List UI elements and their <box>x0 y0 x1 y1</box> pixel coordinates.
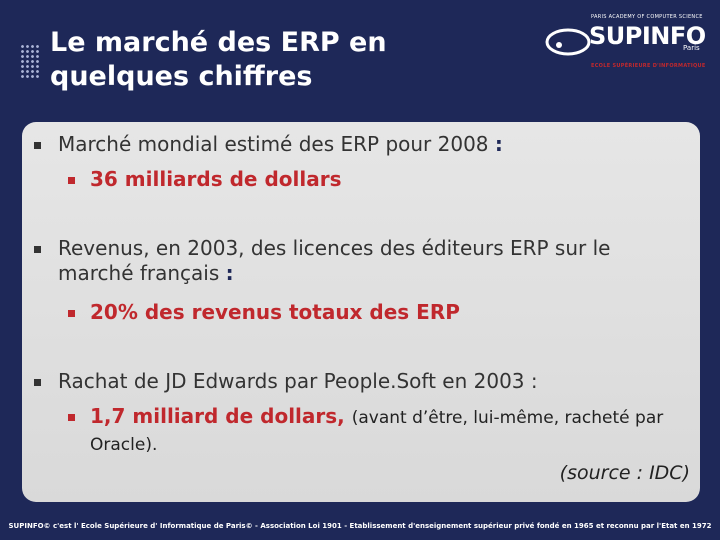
decoration-dots <box>20 44 40 80</box>
sub-bullet-marker <box>68 177 75 184</box>
logo-swoosh <box>545 28 591 56</box>
sub-bullet-text: 36 milliards de dollars <box>90 167 342 191</box>
content-panel <box>22 122 700 502</box>
source: (source : IDC) <box>559 462 690 484</box>
slide-title: Le marché des ERP en quelques chiffres <box>50 27 387 92</box>
sub-bullet-note: (avant d’être, lui-même, racheté par Ora… <box>90 408 664 455</box>
bullet-text: Revenus, en 2003, des licences des édite… <box>58 236 611 285</box>
bullet: Marché mondial estimé des ERP pour 2008 … <box>34 132 698 157</box>
bullet: Revenus, en 2003, des licences des édite… <box>34 236 678 286</box>
sub-bullet-text: 20% des revenus totaux des ERP <box>90 300 460 324</box>
bullet-colon: : <box>225 261 234 285</box>
bullet-marker <box>34 379 41 386</box>
bullet: Rachat de JD Edwards par People.Soft en … <box>34 369 698 394</box>
bullet-text: Rachat de JD Edwards par People.Soft en … <box>58 369 538 393</box>
bullet-text: Marché mondial estimé des ERP pour 2008 <box>58 132 489 156</box>
sub-bullet: 1,7 milliard de dollars, (avant d’être, … <box>68 404 690 458</box>
logo-subtitle: ECOLE SUPÉRIEURE D'INFORMATIQUE <box>591 63 706 69</box>
logo-name: SUPINFO <box>589 22 706 50</box>
sub-bullet-marker <box>68 414 75 421</box>
footer: SUPINFO© c'est l' Ecole Supérieure d' In… <box>8 522 712 530</box>
sub-bullet: 36 milliards de dollars <box>68 167 342 192</box>
sub-bullet-marker <box>68 310 75 317</box>
logo: PARIS ACADEMY OF COMPUTER SCIENCE SUPINF… <box>545 14 706 69</box>
logo-city: Paris <box>683 44 700 52</box>
bullet-marker <box>34 246 41 253</box>
bullet-marker <box>34 142 41 149</box>
bullet-colon: : <box>494 132 503 156</box>
logo-tagline: PARIS ACADEMY OF COMPUTER SCIENCE <box>591 14 703 20</box>
sub-bullet: 20% des revenus totaux des ERP <box>68 300 460 325</box>
sub-bullet-text: 1,7 milliard de dollars, <box>90 404 345 428</box>
